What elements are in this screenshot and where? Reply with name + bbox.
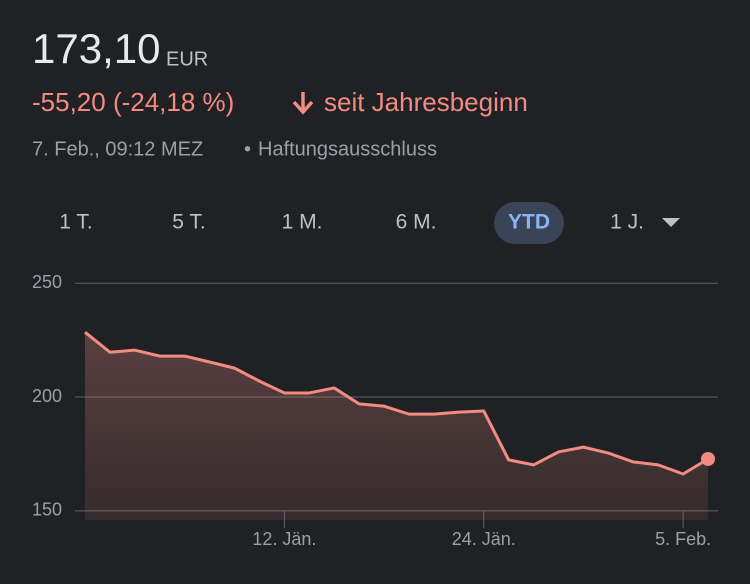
last-point bbox=[701, 451, 715, 466]
range-button[interactable]: 1 T. bbox=[59, 211, 92, 234]
y-tick-label: 200 bbox=[32, 386, 62, 406]
area bbox=[85, 332, 708, 520]
range-selected-bg bbox=[494, 202, 564, 244]
price-line bbox=[84, 330, 709, 476]
period: seit Jahresbeginn bbox=[324, 87, 528, 117]
y-tick-label: 150 bbox=[32, 500, 62, 520]
separator: • bbox=[244, 138, 251, 160]
x-tick-label: 12. Jän. bbox=[252, 529, 316, 549]
change: -55,20 (-24,18 %) bbox=[32, 87, 234, 117]
range-button[interactable]: 6 M. bbox=[396, 211, 437, 234]
currency: EUR bbox=[166, 48, 208, 70]
x-tick-label: 24. Jän. bbox=[452, 529, 516, 549]
dropdown-triangle bbox=[662, 218, 680, 227]
y-tick-label: 250 bbox=[32, 272, 62, 292]
range-button[interactable]: 1 M. bbox=[282, 211, 323, 234]
range-button[interactable]: 5 T. bbox=[172, 211, 205, 234]
range-button[interactable]: YTD bbox=[508, 211, 550, 234]
timestamp: 7. Feb., 09:12 MEZ bbox=[32, 138, 203, 160]
price: 173,10 bbox=[32, 25, 160, 72]
x-tick-label: 5. Feb. bbox=[655, 529, 711, 549]
down-arrow bbox=[292, 92, 314, 115]
range-button[interactable]: 1 J. bbox=[610, 211, 644, 234]
disclaimer-link[interactable]: Haftungsausschluss bbox=[258, 138, 437, 160]
